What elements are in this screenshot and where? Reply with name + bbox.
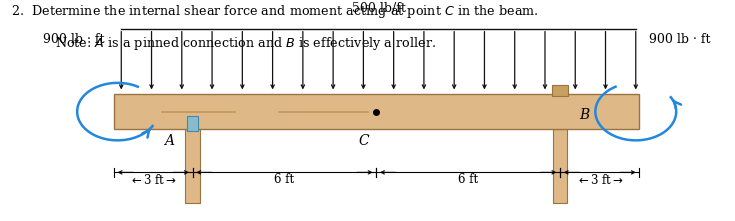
Text: B: B <box>579 108 589 122</box>
Text: 900 lb · ft: 900 lb · ft <box>43 33 104 46</box>
Bar <box>185 129 200 203</box>
Bar <box>114 94 639 129</box>
Text: 6 ft: 6 ft <box>458 173 478 187</box>
Text: 900 lb · ft: 900 lb · ft <box>649 33 711 46</box>
Text: A: A <box>164 134 174 148</box>
Text: 2.  Determine the internal shear force and moment acting at point $C$ in the bea: 2. Determine the internal shear force an… <box>11 3 539 20</box>
Bar <box>552 85 568 96</box>
Text: 500 lb/ft: 500 lb/ft <box>351 2 406 15</box>
Text: Note: $A$ is a pinned connection and $B$ is effectively a roller.: Note: $A$ is a pinned connection and $B$… <box>55 35 436 52</box>
Text: $\leftarrow$3 ft$\rightarrow$: $\leftarrow$3 ft$\rightarrow$ <box>129 173 177 187</box>
Text: 6 ft: 6 ft <box>274 173 295 187</box>
Text: C: C <box>359 134 369 148</box>
Bar <box>187 116 198 131</box>
Text: $\leftarrow$3 ft$\rightarrow$: $\leftarrow$3 ft$\rightarrow$ <box>576 173 624 187</box>
Bar <box>553 129 567 203</box>
